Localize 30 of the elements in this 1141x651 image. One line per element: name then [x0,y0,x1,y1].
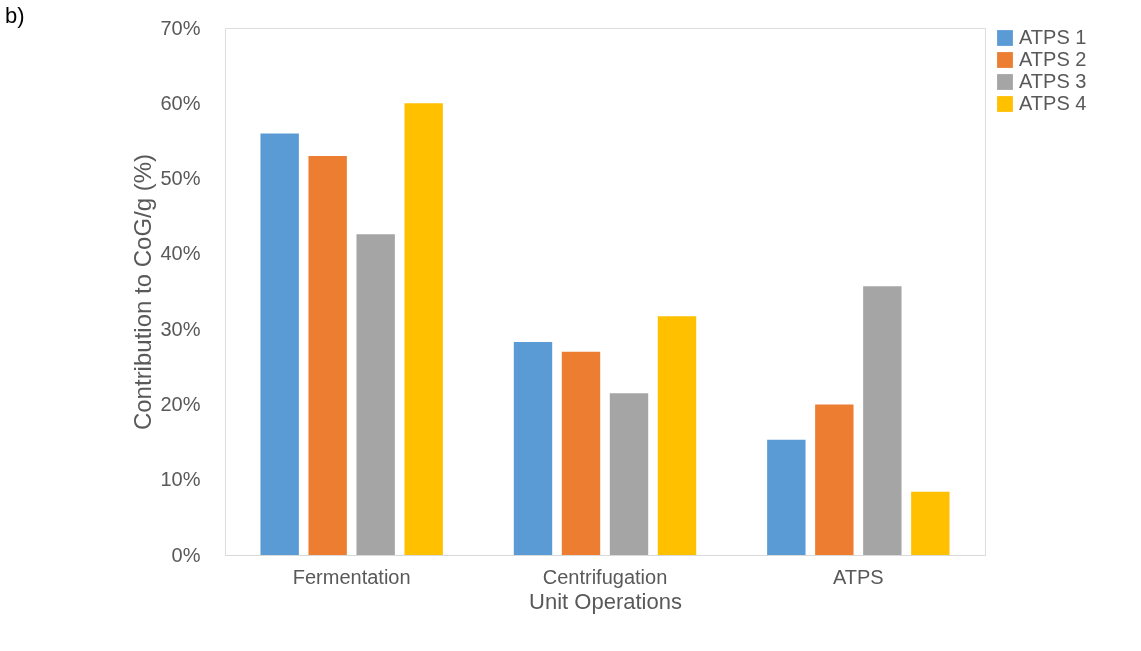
y-tick-label: 50% [160,167,201,190]
x-axis-title: Unit Operations [529,588,682,614]
x-tick-label: Fermentation [292,565,411,588]
bar [404,103,443,555]
bar [911,491,950,555]
y-axis-title: Contribution to CoG/g (%) [129,153,157,431]
text: b) [5,3,25,28]
legend-label: ATPS 1 [1019,26,1087,48]
bar [308,155,347,555]
bar [260,133,299,555]
y-tick-label: 10% [160,468,201,491]
y-tick-label: 60% [160,91,201,114]
y-tick-label: 70% [160,16,201,39]
legend-label: ATPS 3 [1019,70,1087,92]
bar [815,404,854,555]
x-tick-label: Centrifugation [542,565,668,588]
bar [609,393,649,555]
bar [863,286,902,555]
legend-label: ATPS 4 [1019,92,1087,114]
bar [657,316,697,555]
y-tick-label: 40% [160,242,201,265]
x-tick-label: ATPS [832,565,884,588]
y-tick-label: 0% [171,543,201,566]
bar [767,439,806,555]
y-tick-label: 20% [160,392,201,415]
y-tick-label: 30% [160,317,201,340]
bar [561,351,601,555]
bar [356,234,395,555]
legend-label: ATPS 2 [1019,48,1087,70]
bar [513,341,553,555]
